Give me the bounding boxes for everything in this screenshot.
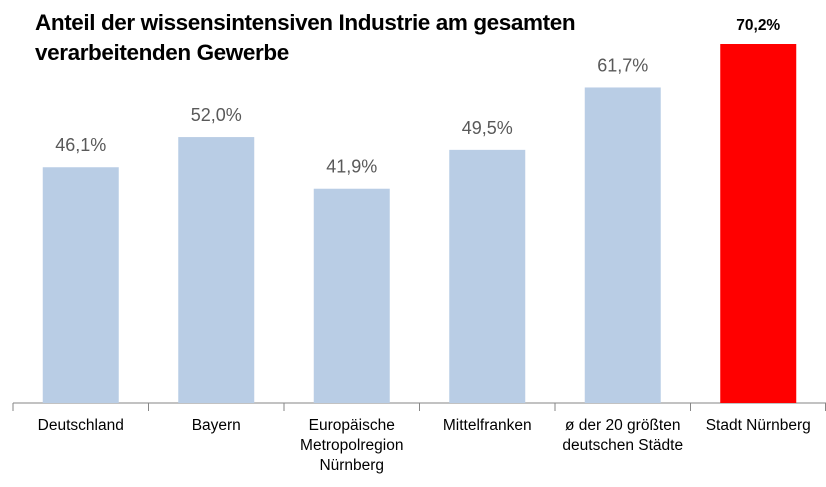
value-label: 70,2%	[736, 17, 780, 34]
value-label: 41,9%	[326, 157, 377, 177]
chart-title: Anteil der wissensintensiven Industrie a…	[35, 10, 576, 65]
value-label: 49,5%	[462, 118, 513, 138]
bar	[313, 188, 390, 403]
value-label: 61,7%	[597, 55, 648, 75]
bar	[42, 167, 119, 403]
bar	[720, 44, 797, 403]
value-label: 52,0%	[191, 105, 242, 125]
x-tick-label: ø der 20 größten deutschen Städte	[562, 417, 684, 454]
x-tick-label: Bayern	[191, 417, 241, 434]
bar	[449, 149, 526, 403]
x-tick-label: Europäische Metropolregion Nürnberg	[300, 417, 404, 474]
x-tick-label: Stadt Nürnberg	[705, 417, 811, 434]
x-tick-label: Mittelfranken	[442, 417, 532, 434]
value-label: 46,1%	[55, 135, 106, 155]
x-tick-label: Deutschland	[37, 417, 124, 434]
bar	[178, 137, 255, 403]
bar	[584, 87, 661, 403]
